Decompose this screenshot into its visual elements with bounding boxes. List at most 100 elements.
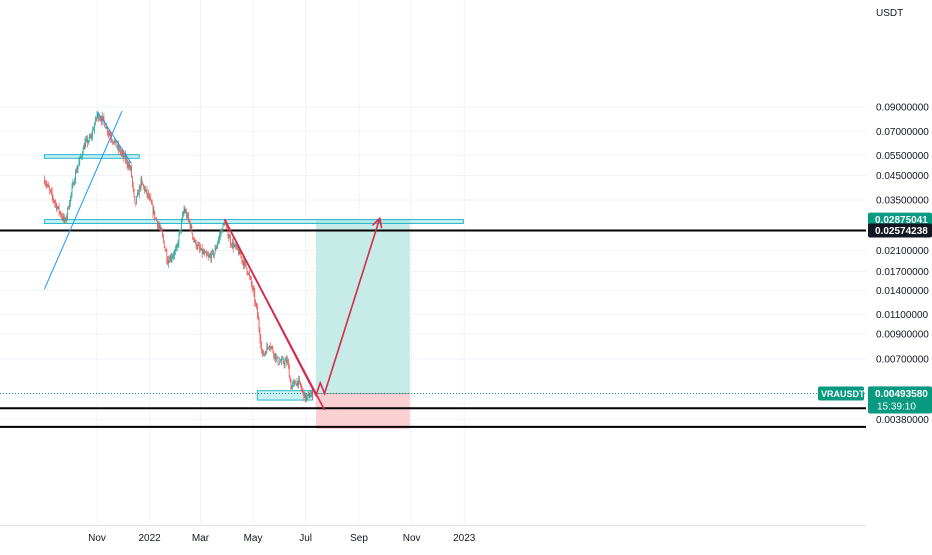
candle-2022-02-19[interactable] <box>191 224 193 234</box>
candle-2022-02-13[interactable] <box>186 209 187 221</box>
candle-2022-01-21[interactable] <box>166 247 168 265</box>
candle-2021-09-13[interactable] <box>54 200 56 208</box>
candle-2021-12-26[interactable] <box>144 185 145 194</box>
candle-2021-10-30[interactable] <box>94 116 96 126</box>
candle-2021-11-29[interactable] <box>120 149 122 157</box>
candle-2022-05-27[interactable] <box>275 352 276 363</box>
candle-2022-06-02[interactable] <box>280 358 281 363</box>
candle-2021-09-21[interactable] <box>61 213 63 220</box>
candle-2022-03-15[interactable] <box>212 248 213 255</box>
candle-2022-04-10[interactable] <box>234 243 236 248</box>
candle-2022-04-04[interactable] <box>229 233 231 239</box>
candle-2022-06-09[interactable] <box>286 354 287 367</box>
candle-2022-06-23[interactable] <box>298 375 300 389</box>
candle-2021-12-14[interactable] <box>133 188 135 198</box>
candle-2022-05-01[interactable] <box>252 286 254 291</box>
candle-2021-10-06[interactable] <box>74 177 75 186</box>
candle-2021-12-04[interactable] <box>125 150 126 164</box>
candle-2021-10-03[interactable] <box>71 182 73 198</box>
candle-2021-10-23[interactable] <box>88 133 90 143</box>
candle-2021-12-06[interactable] <box>126 158 128 169</box>
candle-2022-01-01[interactable] <box>149 193 150 202</box>
candle-2022-02-23[interactable] <box>194 239 196 244</box>
candle-2022-02-20[interactable] <box>192 232 194 240</box>
candle-2021-10-21[interactable] <box>87 135 88 148</box>
candle-2022-04-21[interactable] <box>244 258 245 270</box>
candle-2022-07-04[interactable] <box>307 391 309 397</box>
candle-2021-10-24[interactable] <box>89 133 91 140</box>
candle-2021-10-27[interactable] <box>92 125 94 141</box>
candle-2022-01-29[interactable] <box>173 251 175 261</box>
candle-2022-02-27[interactable] <box>198 241 200 247</box>
candle-2022-05-22[interactable] <box>270 345 272 350</box>
candle-2022-02-04[interactable] <box>178 232 180 248</box>
candle-2021-11-16[interactable] <box>109 131 111 136</box>
candle-2021-10-28[interactable] <box>93 126 94 131</box>
candle-2022-03-16[interactable] <box>213 250 214 259</box>
candle-2022-02-05[interactable] <box>179 229 181 236</box>
candle-2022-06-08[interactable] <box>285 356 287 361</box>
candle-2022-01-04[interactable] <box>151 199 153 206</box>
candle-2021-10-02[interactable] <box>70 192 72 202</box>
support-resistance-zone[interactable] <box>43 154 140 159</box>
candle-2021-09-12[interactable] <box>53 198 55 204</box>
candle-2022-01-03[interactable] <box>150 199 152 205</box>
candle-2022-06-17[interactable] <box>293 378 294 388</box>
candle-2021-10-29[interactable] <box>94 121 95 134</box>
candle-2021-10-17[interactable] <box>83 143 85 150</box>
candle-2022-06-03[interactable] <box>281 355 282 366</box>
candle-2022-06-30[interactable] <box>304 392 306 398</box>
candle-2021-09-26[interactable] <box>65 216 67 222</box>
candle-2021-11-26[interactable] <box>118 140 119 155</box>
candle-2022-06-10[interactable] <box>287 356 288 365</box>
candle-2021-11-21[interactable] <box>113 138 115 146</box>
candle-2021-09-14[interactable] <box>55 199 56 209</box>
candle-2021-12-31[interactable] <box>148 189 150 200</box>
candle-2021-12-15[interactable] <box>134 196 136 204</box>
candle-2022-05-12[interactable] <box>262 348 263 358</box>
candle-2022-06-14[interactable] <box>290 377 292 390</box>
candle-2021-12-30[interactable] <box>147 193 149 200</box>
candle-2021-10-01[interactable] <box>69 196 71 208</box>
candle-2021-09-28[interactable] <box>67 206 69 220</box>
candle-2022-03-01[interactable] <box>200 243 201 252</box>
stop-zone[interactable] <box>315 393 410 429</box>
candle-2022-04-12[interactable] <box>236 244 237 250</box>
candle-2022-03-24[interactable] <box>219 229 221 241</box>
candle-2022-05-05[interactable] <box>256 302 257 310</box>
candle-2021-11-24[interactable] <box>116 145 118 149</box>
candle-2021-10-11[interactable] <box>78 157 80 166</box>
candle-2022-02-17[interactable] <box>189 220 191 232</box>
candle-2021-09-30[interactable] <box>69 199 70 210</box>
candle-2022-01-12[interactable] <box>158 221 160 229</box>
candle-2022-04-18[interactable] <box>241 256 243 264</box>
candle-2022-01-13[interactable] <box>159 222 161 233</box>
projection-drop-line[interactable] <box>223 219 326 411</box>
candle-2022-03-04[interactable] <box>202 248 204 255</box>
candle-2022-01-14[interactable] <box>160 224 162 232</box>
trend-line[interactable] <box>96 110 132 164</box>
candle-2021-10-16[interactable] <box>82 145 84 156</box>
candle-2021-12-17[interactable] <box>136 195 138 205</box>
candle-2022-01-27[interactable] <box>171 253 173 263</box>
candle-2022-04-24[interactable] <box>246 267 248 276</box>
candle-2022-01-06[interactable] <box>153 206 155 216</box>
candle-2021-11-09[interactable] <box>103 113 105 126</box>
candle-2022-03-25[interactable] <box>220 228 222 237</box>
candle-2021-09-25[interactable] <box>64 217 66 225</box>
candle-2022-01-16[interactable] <box>162 228 163 238</box>
candle-2021-11-27[interactable] <box>119 144 120 153</box>
candle-2021-10-25[interactable] <box>90 133 92 139</box>
candle-2022-03-26[interactable] <box>221 228 223 233</box>
candle-2022-03-12[interactable] <box>209 252 211 259</box>
candle-2022-01-22[interactable] <box>167 256 169 266</box>
candle-2022-01-08[interactable] <box>155 217 156 220</box>
candle-2022-04-26[interactable] <box>248 272 250 276</box>
candle-2022-02-03[interactable] <box>177 239 179 248</box>
candle-2022-05-06[interactable] <box>256 303 258 319</box>
candle-2022-02-09[interactable] <box>182 210 184 218</box>
candle-2022-02-26[interactable] <box>197 241 199 251</box>
candle-2022-05-21[interactable] <box>269 341 271 352</box>
candle-2021-10-18[interactable] <box>84 138 86 150</box>
candle-2022-06-01[interactable] <box>279 357 281 365</box>
